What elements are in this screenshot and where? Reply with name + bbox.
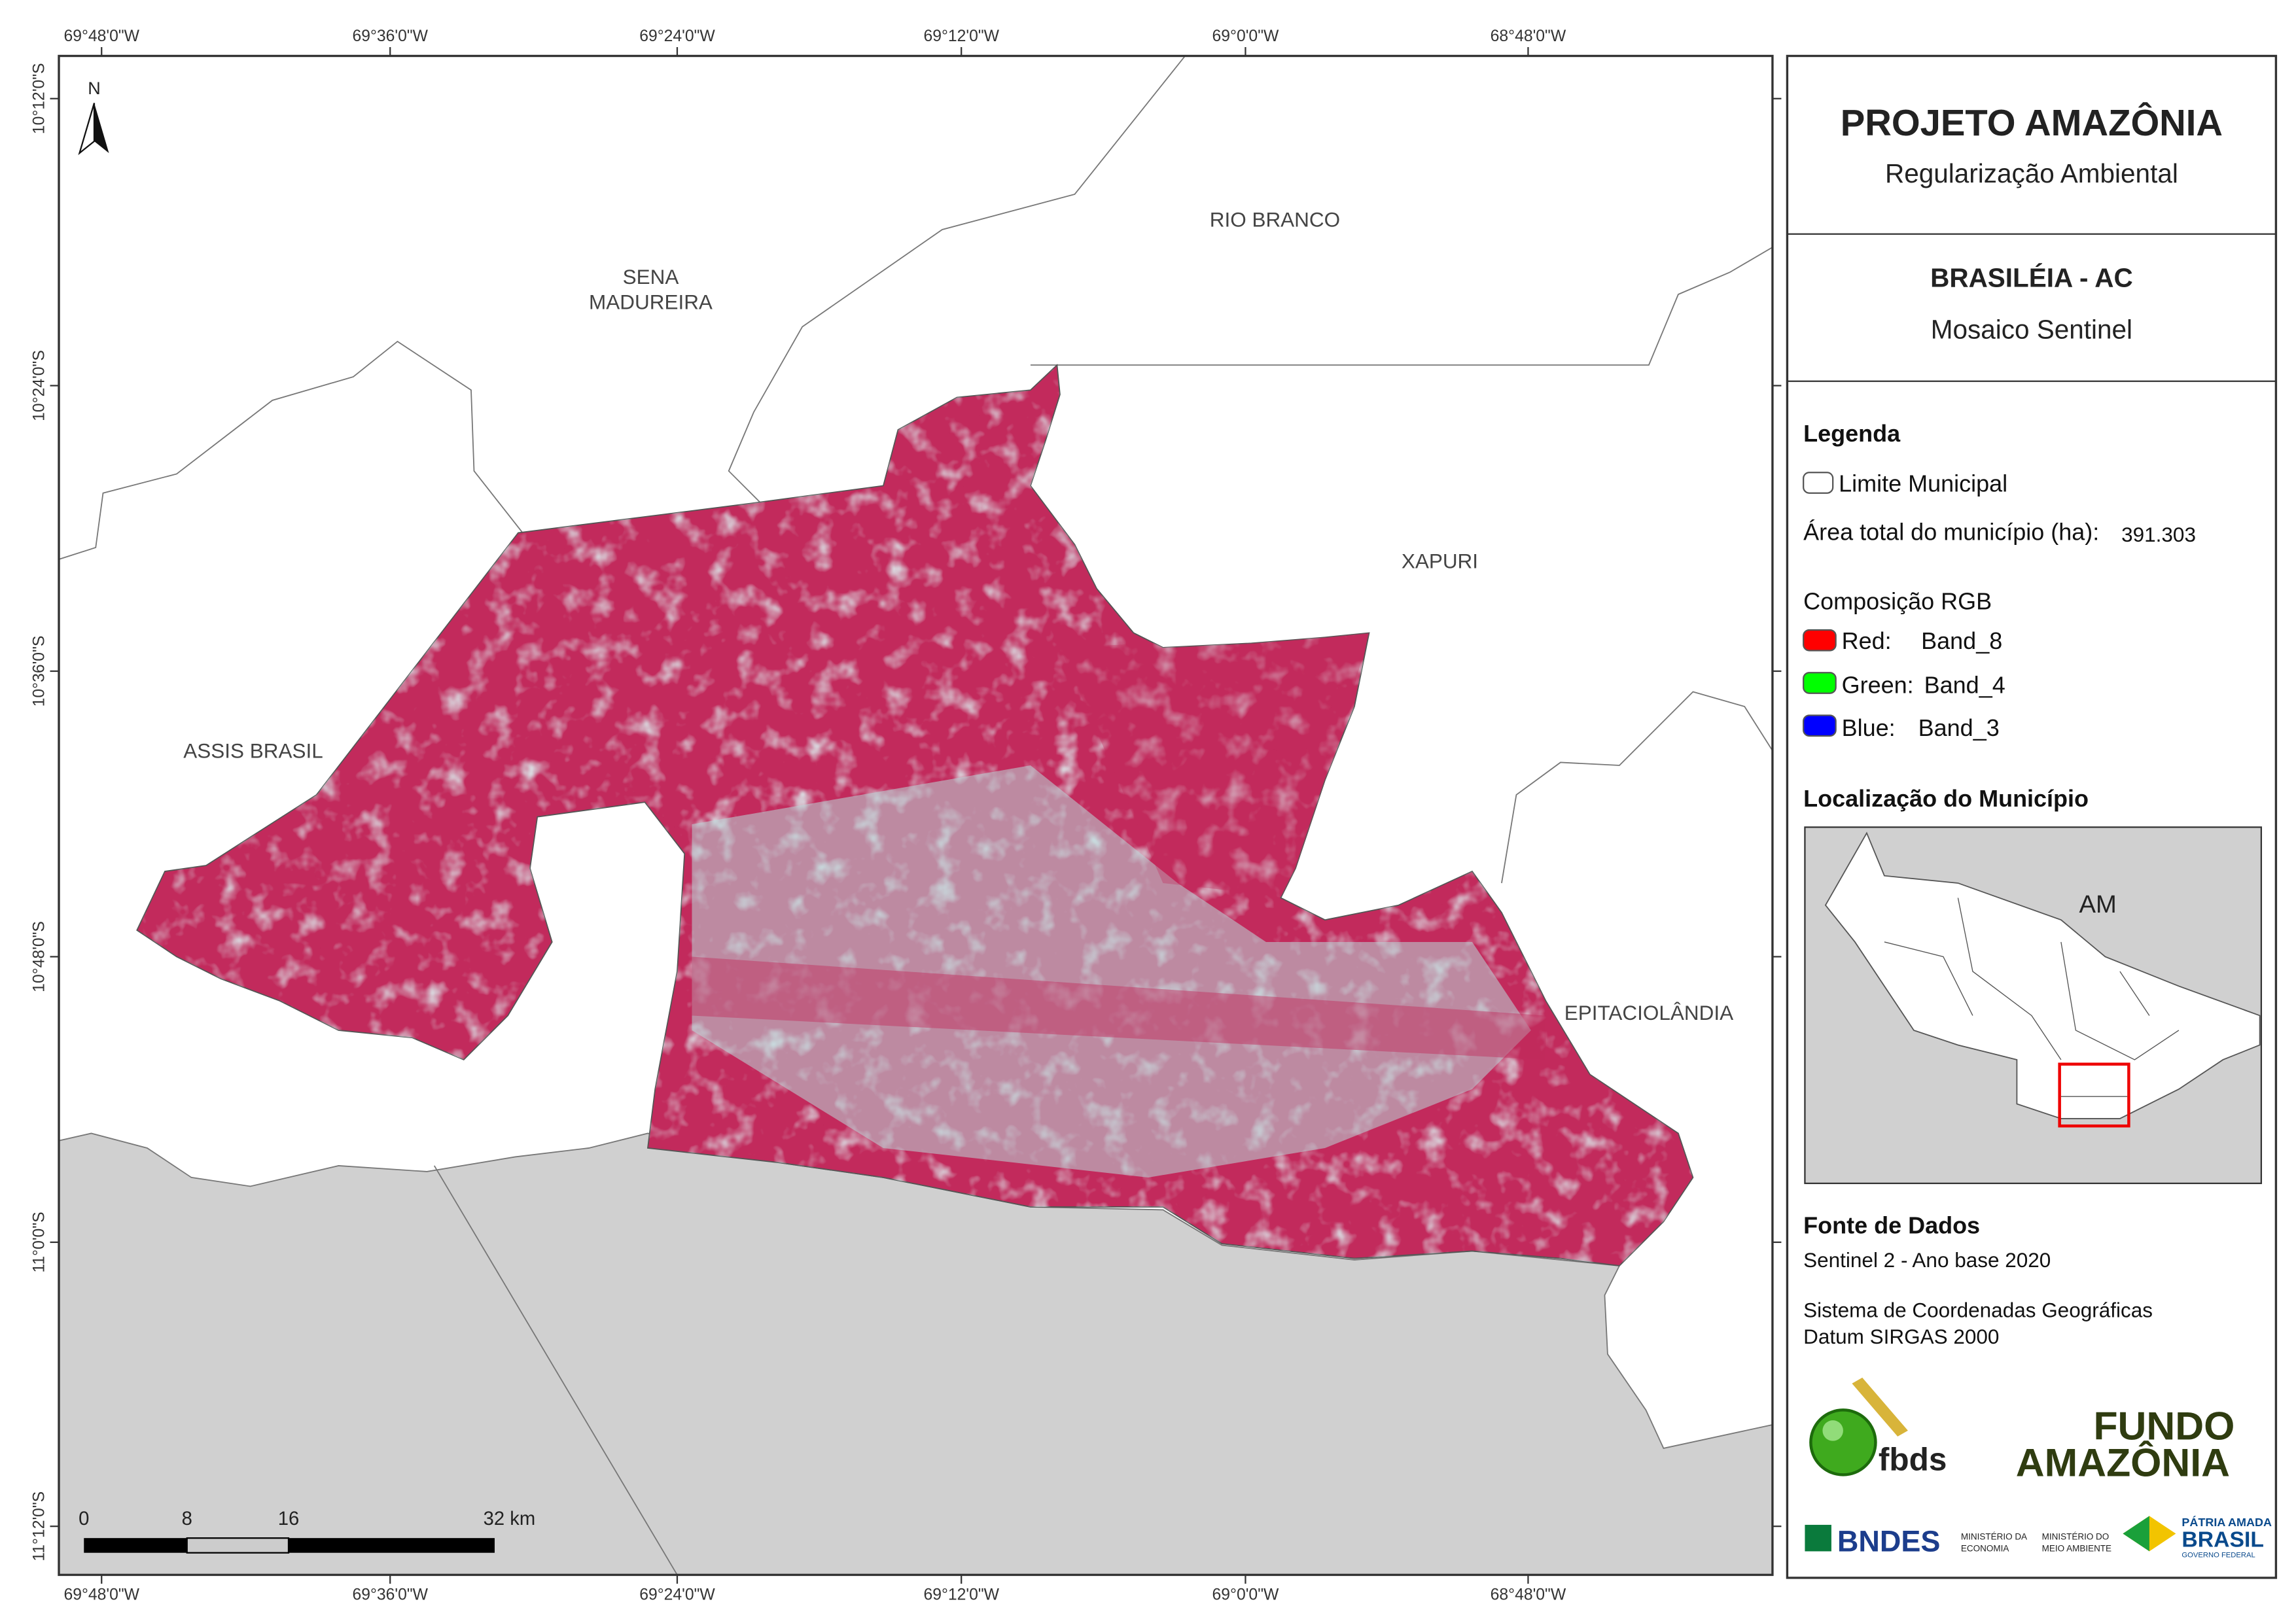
- lat-label: 10°36'0"S: [31, 636, 48, 707]
- lon-label: 69°36'0"W: [352, 27, 428, 45]
- product-name: Mosaico Sentinel: [1931, 314, 2132, 344]
- lon-label: 69°48'0"W: [63, 27, 139, 45]
- logo-text: MINISTÉRIO DA: [1961, 1531, 2027, 1541]
- lon-label: 68°48'0"W: [1491, 27, 1566, 45]
- lon-label: 69°24'0"W: [639, 27, 715, 45]
- logo-text: ECONOMIA: [1961, 1543, 2009, 1553]
- rgb-band: Band_4: [1924, 672, 2005, 699]
- lon-label: 69°12'0"W: [923, 27, 999, 45]
- logo-text: PÁTRIA AMADA: [2181, 1515, 2272, 1529]
- place-label: XAPURI: [1402, 549, 1478, 572]
- side-panel: [1786, 54, 2278, 1579]
- crs-text: Sistema de Coordenadas Geográficas: [1803, 1299, 2153, 1322]
- place-label: RIO BRANCO: [1210, 207, 1340, 231]
- lat-label: 11°12'0"S: [31, 1492, 48, 1562]
- graticule-ticks: 69°48'0"W 69°48'0"W 69°36'0"W 69°36'0"W 69°2…: [31, 27, 1782, 1604]
- lon-label: 69°0'0"W: [1212, 1586, 1279, 1604]
- logo-text: BNDES: [1837, 1524, 1940, 1558]
- lat-label: 10°12'0"S: [31, 63, 48, 134]
- sources-title: Fonte de Dados: [1803, 1212, 1980, 1238]
- logo-text: GOVERNO FEDERAL: [2181, 1551, 2255, 1559]
- rgb-channel: Blue:: [1842, 714, 1896, 741]
- lon-label: 69°48'0"W: [63, 1586, 139, 1604]
- logo-text: BRASIL: [2181, 1527, 2264, 1552]
- municipality-name: BRASILÉIA - AC: [1930, 263, 2133, 293]
- lat-label: 10°48'0"S: [31, 921, 48, 992]
- foreign-territory: [59, 1132, 1773, 1575]
- panel-subtitle: Regularização Ambiental: [1885, 158, 2178, 188]
- lon-label: 69°12'0"W: [923, 1586, 999, 1604]
- inset-label: AM: [2079, 890, 2116, 918]
- rgb-swatch: [1803, 629, 1837, 652]
- lon-label: 68°48'0"W: [1491, 1586, 1566, 1604]
- north-label: N: [88, 79, 101, 98]
- rgb-band: Band_3: [1918, 714, 2000, 741]
- lon-label: 69°0'0"W: [1212, 27, 1279, 45]
- scale-bar: 0 8 16 32 km: [79, 1509, 536, 1554]
- place-label: EPITACIOLÂNDIA: [1564, 1001, 1733, 1024]
- inset-map: AM: [1804, 826, 2263, 1185]
- logo-text: FUNDO: [2093, 1403, 2234, 1448]
- municipal-boundaries: [59, 56, 1773, 884]
- legend-swatch: [1803, 472, 1834, 494]
- logos: fbds FUNDO AMAZÔNIA BNDES MINISTÉRIO DA …: [1805, 1377, 2272, 1559]
- legend-label: Limite Municipal: [1839, 470, 2007, 497]
- logo-text: MEIO AMBIENTE: [2042, 1543, 2111, 1553]
- area-value: 391.303: [2121, 523, 2196, 546]
- rgb-channel: Green:: [1842, 672, 1914, 699]
- lat-label: 10°24'0"S: [31, 350, 48, 421]
- place-label: SENA: [623, 265, 679, 288]
- location-title: Localização do Município: [1803, 785, 2089, 812]
- lon-label: 69°24'0"W: [639, 1586, 715, 1604]
- logo-text: AMAZÔNIA: [2016, 1440, 2230, 1485]
- scale-label: 0: [79, 1509, 89, 1529]
- area-label: Área total do município (ha):: [1803, 519, 2099, 546]
- rgb-swatch: [1803, 672, 1837, 694]
- source-text: Sentinel 2 - Ano base 2020: [1803, 1248, 2051, 1272]
- map-frame: [58, 54, 1774, 1577]
- panel-title: PROJETO AMAZÔNIA: [1841, 102, 2223, 143]
- rgb-band: Band_8: [1921, 627, 2002, 654]
- rgb-swatch: [1803, 714, 1837, 737]
- rgb-title: Composição RGB: [1803, 587, 1992, 614]
- scale-label: 32 km: [484, 1509, 536, 1529]
- lon-label: 69°36'0"W: [352, 1586, 428, 1604]
- rgb-channel: Red:: [1842, 627, 1892, 654]
- datum-text: Datum SIRGAS 2000: [1803, 1325, 1999, 1348]
- logo-text: MINISTÉRIO DO: [2042, 1531, 2110, 1541]
- legend-title: Legenda: [1803, 420, 1901, 447]
- place-label: MADUREIRA: [589, 290, 713, 313]
- logo-text: fbds: [1879, 1442, 1947, 1478]
- scale-label: 16: [278, 1509, 300, 1529]
- lat-label: 11°0'0"S: [31, 1212, 48, 1272]
- place-label: ASSIS BRASIL: [183, 739, 323, 763]
- border-line: [433, 1165, 678, 1575]
- scale-label: 8: [182, 1509, 192, 1529]
